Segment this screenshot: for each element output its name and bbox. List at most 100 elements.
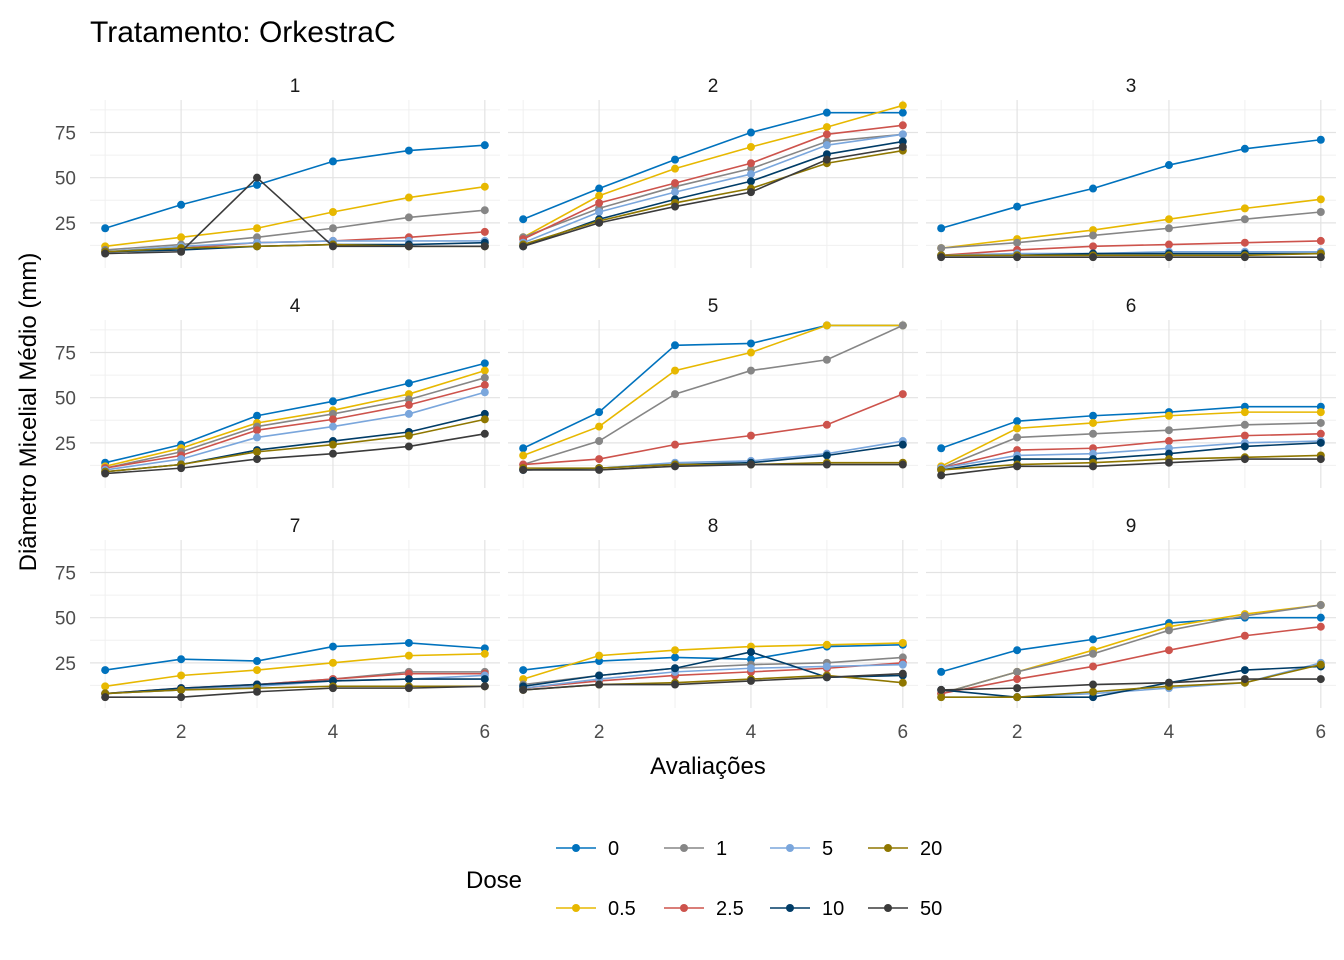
facet-panel-3: 3: [926, 76, 1336, 268]
legend-key-point: [786, 904, 794, 912]
x-tick-label: 6: [1316, 722, 1327, 743]
series-line-dose-1: [522, 324, 904, 466]
data-point: [671, 390, 680, 399]
data-point: [1089, 253, 1098, 262]
legend-key-point: [680, 904, 688, 912]
data-point: [898, 460, 907, 469]
data-point: [480, 182, 489, 191]
facet-panel-7: 7 25 50 75 2 4 6: [55, 516, 500, 743]
facet-label: 6: [1126, 296, 1137, 317]
data-point: [898, 101, 907, 110]
series-line-dose-0.5: [105, 185, 485, 248]
x-tick-label: 4: [328, 722, 339, 743]
data-point: [328, 224, 337, 233]
data-point: [1164, 626, 1173, 635]
data-point: [595, 208, 604, 216]
data-point: [253, 657, 262, 666]
data-point: [671, 164, 680, 173]
data-point: [937, 667, 946, 676]
data-point: [937, 253, 946, 262]
data-point: [480, 141, 489, 150]
legend-item-dose-20: 20: [868, 838, 942, 860]
data-point: [822, 155, 831, 164]
facet-label: 7: [290, 516, 301, 537]
data-point: [1013, 462, 1022, 471]
data-point: [595, 191, 604, 200]
data-point: [1240, 204, 1249, 213]
y-tick-label: 25: [55, 654, 76, 675]
series-line-dose-5: [105, 391, 486, 471]
data-point: [480, 388, 489, 397]
data-point: [1240, 455, 1249, 464]
data-point: [253, 224, 262, 233]
data-point: [328, 684, 337, 693]
data-point: [595, 198, 604, 207]
data-point: [1089, 680, 1098, 689]
data-point: [1240, 675, 1249, 684]
data-point: [822, 640, 831, 649]
data-point: [101, 693, 110, 702]
x-tick-label: 2: [1012, 722, 1023, 743]
data-point: [328, 208, 337, 216]
data-point: [480, 675, 489, 684]
legend-item-dose-0: 0: [556, 838, 619, 860]
data-point: [1013, 238, 1022, 247]
data-point: [519, 444, 528, 453]
facet-label: 5: [708, 296, 719, 317]
legend-label: 50: [920, 898, 942, 920]
data-point: [822, 673, 831, 682]
series-line-dose-5: [105, 240, 485, 253]
data-point: [404, 242, 413, 251]
data-point: [1164, 426, 1173, 435]
data-point: [671, 680, 680, 689]
data-point: [1013, 253, 1022, 262]
data-point: [1089, 418, 1098, 427]
data-point: [480, 373, 489, 382]
data-point: [671, 341, 680, 350]
data-point: [1013, 684, 1022, 693]
series-line-dose-1: [940, 604, 1321, 695]
y-axis-label: Diâmetro Micelial Médio (mm): [15, 253, 42, 572]
data-point: [1013, 675, 1022, 684]
data-point: [746, 676, 755, 685]
data-point: [671, 462, 680, 471]
data-point: [1240, 253, 1249, 262]
legend-item-dose-5: 5: [770, 838, 833, 860]
data-point: [898, 678, 907, 687]
data-point: [1089, 184, 1098, 193]
data-point: [253, 447, 262, 456]
data-point: [101, 224, 110, 233]
y-tick-label: 50: [55, 389, 76, 410]
data-point: [253, 433, 262, 442]
data-point: [822, 662, 831, 671]
data-point: [671, 646, 680, 655]
x-tick-label: 4: [1164, 722, 1175, 743]
data-point: [746, 431, 755, 440]
data-point: [671, 664, 680, 673]
data-point: [177, 693, 186, 702]
data-point: [480, 682, 489, 691]
series-line-dose-0.5: [940, 411, 1321, 468]
data-point: [595, 218, 604, 227]
series-line-dose-20: [941, 252, 1321, 257]
legend-label: 0: [608, 838, 619, 860]
data-point: [101, 469, 110, 478]
data-point: [1316, 660, 1325, 669]
data-point: [404, 431, 413, 440]
facet-label: 9: [1126, 516, 1137, 537]
data-point: [253, 173, 262, 182]
data-point: [519, 685, 528, 694]
data-point: [1089, 649, 1098, 658]
facet-panel-5: 5: [508, 296, 918, 488]
series-line-dose-0: [940, 616, 1321, 673]
data-point: [937, 244, 946, 253]
data-point: [1316, 429, 1325, 438]
data-point: [328, 658, 337, 667]
legend-label: 5: [822, 838, 833, 860]
series-line-dose-0: [940, 138, 1321, 230]
y-tick-label: 75: [55, 124, 76, 145]
facet-label: 2: [708, 76, 719, 97]
data-point: [1240, 215, 1249, 224]
data-point: [1164, 411, 1173, 420]
legend-label: 10: [822, 898, 844, 920]
